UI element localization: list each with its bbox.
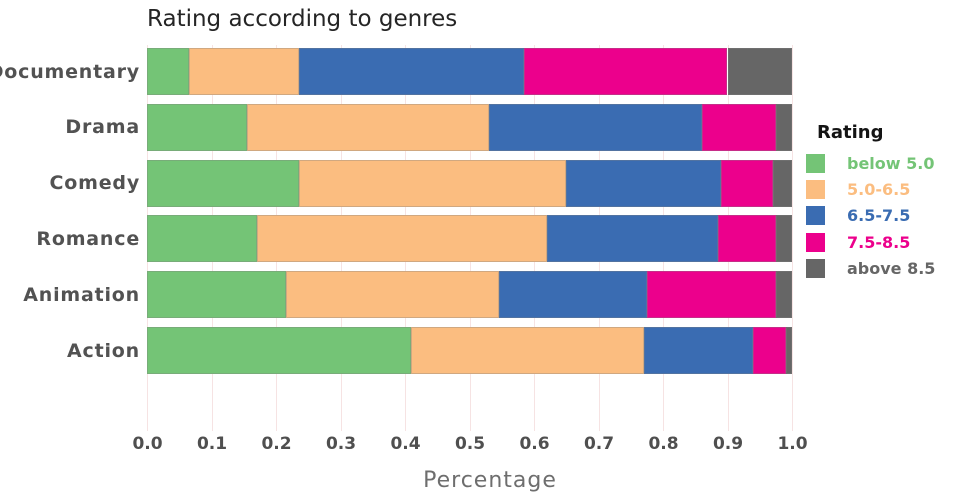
bar-segment <box>147 103 247 151</box>
y-axis-label: Animation <box>23 283 140 306</box>
legend-item-label: above 8.5 <box>847 259 936 279</box>
legend-items: below 5.0 5.0-6.5 6.5-7.5 7.5-8.5 above 8.5 <box>806 150 935 282</box>
legend-item-label: 6.5-7.5 <box>847 206 911 226</box>
bar-segment <box>643 327 754 374</box>
bar-segment <box>147 271 286 319</box>
bar-segment <box>772 159 792 207</box>
legend-item: above 8.5 <box>806 256 935 282</box>
bar-segment <box>411 327 644 374</box>
legend-swatch <box>806 180 825 200</box>
legend-item: 7.5-8.5 <box>806 229 935 255</box>
bar-segment <box>785 327 793 374</box>
bar-segment <box>498 271 647 319</box>
bar-segment <box>247 103 489 151</box>
bar-segment <box>147 327 412 374</box>
bar-row <box>147 103 792 151</box>
legend-swatch <box>806 232 825 252</box>
bar-segment <box>753 327 786 374</box>
x-tick-label: 0.3 <box>325 434 357 454</box>
x-tick-label: 0.2 <box>261 434 292 454</box>
legend-item-label: below 5.0 <box>847 153 935 173</box>
x-tick-label: 0.0 <box>132 434 163 454</box>
y-axis-label: Action <box>67 339 140 362</box>
bar-segment <box>546 215 718 263</box>
bar-segment <box>775 215 792 263</box>
legend-item: 5.0-6.5 <box>806 176 935 202</box>
x-tick-label: 0.5 <box>454 434 486 454</box>
bar-row <box>147 215 792 263</box>
legend-title: Rating <box>817 122 884 143</box>
bar-segment <box>775 103 792 151</box>
gridline <box>792 45 793 431</box>
bar-segment <box>721 159 773 207</box>
bar-segment <box>256 215 547 263</box>
legend-swatch <box>806 153 825 173</box>
bar-segment <box>298 159 567 207</box>
y-axis-label: Documentary <box>0 60 140 83</box>
bar-row <box>147 159 792 207</box>
bar-row <box>147 271 792 319</box>
y-axis-label: Comedy <box>49 172 140 195</box>
legend-item-label: 5.0-6.5 <box>847 180 911 200</box>
legend-item: below 5.0 <box>806 150 935 176</box>
bar-segment <box>188 48 299 95</box>
bar-segment <box>717 215 776 263</box>
bar-segment <box>488 103 702 151</box>
x-tick-label: 0.6 <box>519 434 550 454</box>
bar-segment <box>147 159 299 207</box>
x-axis-title: Percentage <box>423 468 557 493</box>
legend-item-label: 7.5-8.5 <box>847 232 911 252</box>
bar-segment <box>701 103 776 151</box>
bar-segment <box>524 48 728 95</box>
x-tick-label: 0.8 <box>648 434 679 454</box>
x-tick-label: 0.1 <box>196 434 228 454</box>
bar-segment <box>727 48 792 95</box>
x-tick-label: 0.7 <box>583 434 615 454</box>
legend: Rating below 5.0 5.0-6.5 6.5-7.5 7.5-8.5 abo… <box>806 121 935 282</box>
x-tick-label: 0.9 <box>712 434 744 454</box>
bar-segment <box>285 271 499 319</box>
bar-segment <box>298 48 525 95</box>
bar-segment <box>775 271 792 319</box>
y-axis-label: Romance <box>36 227 140 250</box>
chart-title: Rating according to genres <box>147 6 458 32</box>
y-axis-label: Drama <box>65 116 140 139</box>
bar-segment <box>147 48 189 95</box>
bar-segment <box>147 215 257 263</box>
bar-segment <box>646 271 776 319</box>
x-tick-label: 1.0 <box>777 434 808 454</box>
bar-segment <box>566 159 721 207</box>
x-tick-label: 0.4 <box>390 434 421 454</box>
bar-row <box>147 48 792 95</box>
legend-swatch <box>806 206 825 226</box>
bar-row <box>147 327 793 374</box>
legend-swatch <box>806 259 825 279</box>
legend-item: 6.5-7.5 <box>806 203 935 229</box>
plot-area <box>147 45 795 431</box>
